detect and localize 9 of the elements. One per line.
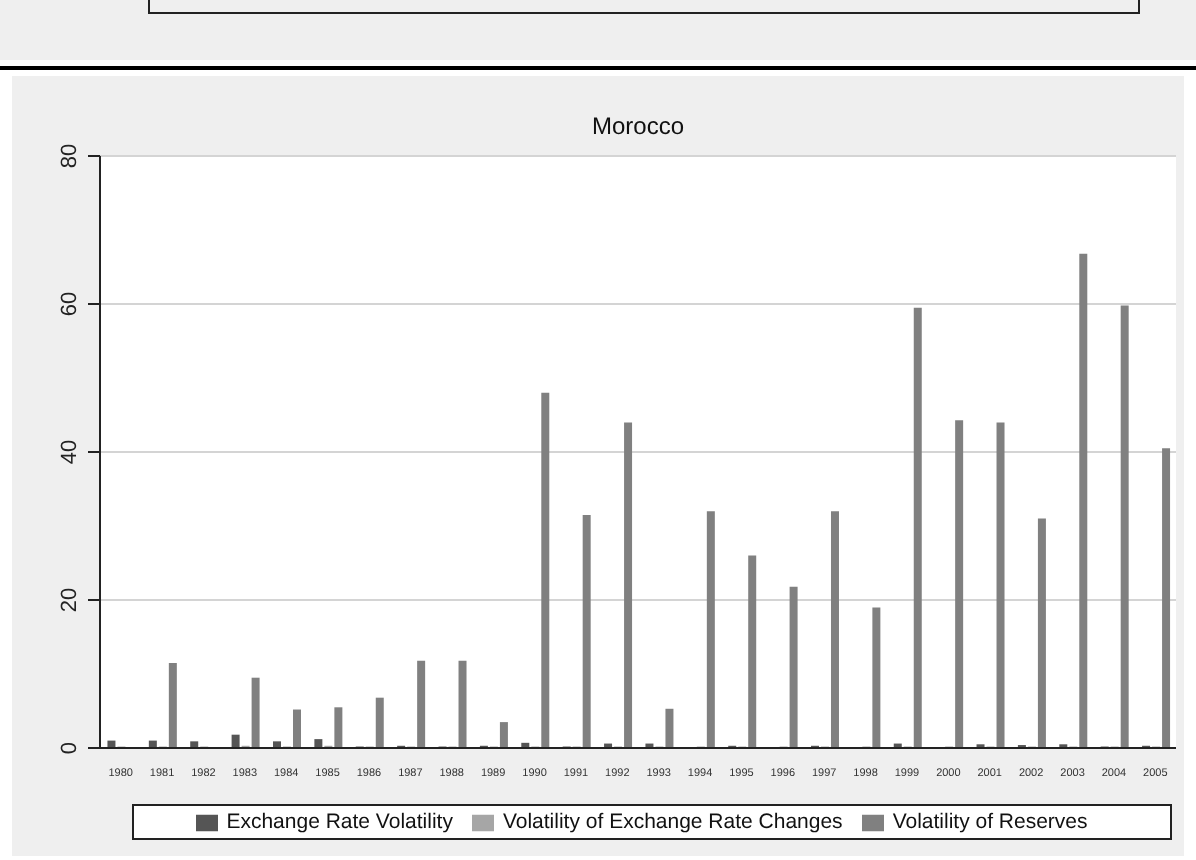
legend-label: Volatility of Reserves [892,810,1088,834]
y-tick-label: 60 [58,291,82,317]
y-tick-label: 80 [58,143,82,169]
legend-label: Exchange Rate Volatility [226,810,453,834]
y-tick-label: 0 [58,741,82,755]
legend-label: Volatility of Exchange Rate Changes [502,810,843,834]
y-tick-label: 40 [58,439,82,465]
y-tick-label: 20 [58,587,82,613]
chart-title: Morocco [589,112,686,140]
